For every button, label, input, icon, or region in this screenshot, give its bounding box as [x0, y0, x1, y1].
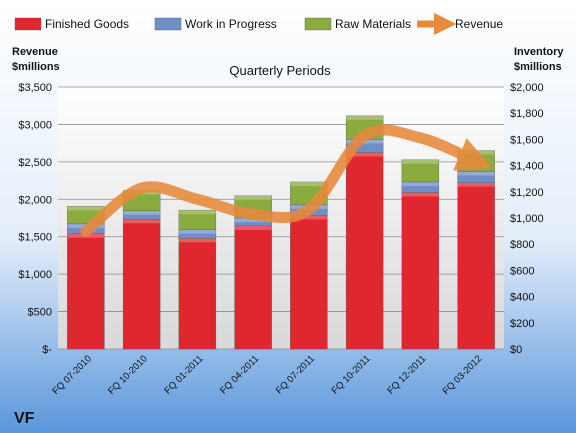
finished-goods-bar-highlight	[401, 192, 439, 197]
left-tick-label: $-	[42, 344, 52, 356]
left-tick-label: $3,000	[18, 119, 52, 131]
finished-goods-bar	[401, 192, 440, 350]
raw-materials-bar-highlight	[178, 210, 216, 215]
finished-goods-bar-highlight	[346, 152, 384, 157]
left-tick-label: $500	[28, 307, 52, 319]
finished-goods-bar-highlight	[123, 219, 161, 224]
left-tick-label: $1,500	[18, 232, 52, 244]
right-axis-label-line1: Inventory	[514, 46, 564, 58]
left-tick-label: $2,500	[18, 157, 52, 169]
raw-materials-bar-highlight	[290, 181, 328, 186]
left-tick-label: $1,000	[18, 269, 52, 281]
legend-finished-goods-label: Finished Goods	[45, 17, 129, 31]
company-label: VF	[14, 410, 35, 427]
right-axis-label-line2: $millions	[514, 61, 562, 73]
right-tick-label: $1,800	[510, 108, 544, 120]
legend-work-in-progress-label: Work in Progress	[185, 17, 277, 31]
left-tick-label: $2,000	[18, 194, 52, 206]
right-tick-label: $0	[510, 344, 522, 356]
legend-finished-goods-swatch	[14, 17, 42, 31]
work-in-progress-bar-highlight	[457, 171, 495, 176]
work-in-progress-bar-highlight	[234, 218, 272, 222]
right-tick-label: $600	[510, 265, 534, 277]
work-in-progress-bar-highlight	[123, 210, 161, 215]
raw-materials-bar-highlight	[234, 195, 272, 200]
right-tick-label: $1,000	[510, 213, 544, 225]
finished-goods-bar-highlight	[457, 182, 495, 187]
right-tick-label: $800	[510, 239, 534, 251]
right-tick-label: $1,600	[510, 134, 544, 146]
left-axis-label-line2: $millions	[12, 61, 60, 73]
right-axis-ticks: $0 $200 $400 $600 $800 $1,000 $1,200 $1,400 $1,6…	[510, 82, 544, 356]
work-in-progress-bar-highlight	[178, 229, 216, 234]
legend-work-in-progress-swatch	[154, 17, 182, 31]
left-axis-ticks: $- $500 $1,000 $1,500 $2,000 $2,500 $3,000 $3,5…	[18, 82, 52, 356]
finished-goods-bar	[67, 233, 105, 350]
raw-materials-bar-highlight	[401, 159, 439, 164]
right-tick-label: $2,000	[510, 82, 544, 94]
raw-materials-bar-highlight	[67, 206, 105, 211]
finished-goods-bar-highlight	[234, 225, 272, 230]
legend-revenue-label: Revenue	[455, 17, 503, 31]
revenue-line-group	[80, 124, 493, 237]
bar-group	[67, 115, 495, 350]
work-in-progress-bar-highlight	[401, 181, 439, 186]
finished-goods-bar	[122, 219, 161, 350]
right-tick-label: $1,400	[510, 161, 544, 173]
right-tick-label: $1,200	[510, 187, 544, 199]
finished-goods-bar	[234, 225, 272, 350]
legend: Finished Goods Work in Progress Raw Materi…	[14, 12, 503, 36]
raw-materials-bar	[178, 209, 217, 230]
legend-raw-materials-swatch	[304, 17, 332, 31]
legend-raw-materials-label: Raw Materials	[335, 17, 411, 31]
finished-goods-bar	[457, 182, 495, 350]
finished-goods-bar	[345, 152, 384, 350]
chart-title: Quarterly Periods	[229, 63, 331, 78]
finished-goods-bar-highlight	[178, 238, 216, 243]
left-tick-label: $3,500	[18, 82, 52, 94]
finished-goods-bar	[178, 238, 217, 350]
left-axis-label-line1: Revenue	[12, 46, 58, 58]
finished-goods-bar-highlight	[290, 215, 328, 220]
finished-goods-bar	[290, 215, 328, 350]
right-tick-label: $400	[510, 292, 534, 304]
revenue-line	[80, 124, 493, 237]
right-tick-label: $200	[510, 318, 534, 330]
raw-materials-bar	[401, 159, 440, 183]
raw-materials-bar-highlight	[346, 115, 384, 120]
